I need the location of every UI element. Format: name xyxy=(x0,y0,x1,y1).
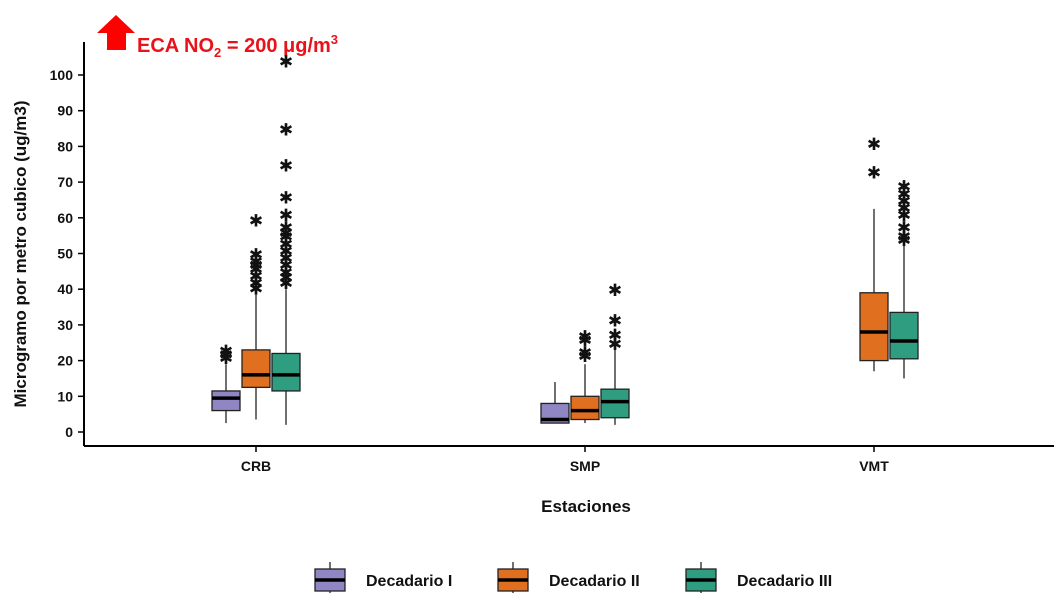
outlier-point: ✱ xyxy=(279,206,293,226)
outlier-point: ✱ xyxy=(897,206,911,226)
legend-item-2: Decadario II xyxy=(497,562,640,593)
legend-item-1: Decadario I xyxy=(314,562,452,593)
outlier-point: ✱ xyxy=(279,53,293,73)
y-tick-label: 10 xyxy=(57,388,73,404)
plot-area: ✱✱✱✱✱✱✱✱✱✱✱✱✱✱✱✱✱✱✱✱✱✱✱✱✱✱✱✱✱✱✱✱✱✱✱✱✱✱✱✱… xyxy=(211,53,919,425)
annotation-subscript: 2 xyxy=(214,45,221,60)
box-iqr xyxy=(211,390,241,412)
outlier-point: ✱ xyxy=(249,253,263,273)
y-tick-label: 20 xyxy=(57,353,73,369)
legend-label: Decadario I xyxy=(366,573,452,590)
svg-text:ECA NO2 = 200 μg/m3: ECA NO2 = 200 μg/m3 xyxy=(137,32,338,60)
y-tick-label: 40 xyxy=(57,281,73,297)
box-decadario-iii-crb: ✱✱✱✱✱✱✱✱✱✱✱✱✱✱✱ xyxy=(271,53,301,425)
arrow-up-icon xyxy=(97,15,135,50)
outlier-point: ✱ xyxy=(249,260,263,280)
outlier-point: ✱ xyxy=(279,242,293,262)
outlier-point: ✱ xyxy=(608,335,622,355)
legend-label: Decadario II xyxy=(549,573,640,590)
outlier-point: ✱ xyxy=(279,219,293,239)
eca-annotation: ECA NO2 = 200 μg/m3 xyxy=(97,15,338,60)
box-iqr xyxy=(859,292,889,362)
box-iqr xyxy=(889,311,919,360)
annotation-prefix: ECA NO xyxy=(137,35,214,57)
y-tick-label: 50 xyxy=(57,246,73,262)
outlier-point: ✱ xyxy=(867,163,881,183)
outlier-point: ✱ xyxy=(608,312,622,332)
outlier-point: ✱ xyxy=(578,344,592,364)
outlier-point: ✱ xyxy=(608,326,622,346)
outlier-point: ✱ xyxy=(249,212,263,232)
outlier-point: ✱ xyxy=(279,274,293,294)
box-decadario-ii-smp: ✱✱✱✱ xyxy=(570,328,600,424)
y-tick-label: 30 xyxy=(57,317,73,333)
y-tick-label: 0 xyxy=(65,424,73,440)
box-decadario-iii-smp: ✱✱✱✱ xyxy=(600,281,630,425)
outlier-point: ✱ xyxy=(279,188,293,208)
outlier-point: ✱ xyxy=(249,246,263,266)
outlier-point: ✱ xyxy=(578,331,592,351)
annotation-superscript: 3 xyxy=(331,32,338,47)
box-iqr xyxy=(600,388,630,419)
outlier-point: ✱ xyxy=(279,224,293,244)
outlier-point: ✱ xyxy=(279,269,293,289)
box-iqr xyxy=(271,352,301,392)
x-tick-label: SMP xyxy=(570,458,600,474)
outlier-point: ✱ xyxy=(897,178,911,198)
x-tick-label: VMT xyxy=(859,458,889,474)
outlier-point: ✱ xyxy=(279,228,293,248)
y-axis-title: Microgramo por metro cubico (ug/m3) xyxy=(11,101,30,408)
legend-item-3: Decadario III xyxy=(685,562,832,593)
y-tick-label: 70 xyxy=(57,174,73,190)
outlier-point: ✱ xyxy=(608,281,622,301)
outlier-point: ✱ xyxy=(219,345,233,365)
box-decadario-ii-vmt: ✱✱ xyxy=(859,135,889,372)
outlier-point: ✱ xyxy=(897,228,911,248)
box-decadario-ii-crb: ✱✱✱✱✱✱✱✱ xyxy=(241,212,271,420)
outlier-point: ✱ xyxy=(897,199,911,219)
box-decadario-i-crb: ✱✱✱ xyxy=(211,342,241,424)
outlier-point: ✱ xyxy=(897,192,911,212)
outlier-point: ✱ xyxy=(219,342,233,362)
outlier-point: ✱ xyxy=(279,249,293,269)
outlier-point: ✱ xyxy=(897,185,911,205)
outlier-point: ✱ xyxy=(279,263,293,283)
x-axis: CRB SMP VMT xyxy=(84,445,1054,474)
outlier-point: ✱ xyxy=(279,256,293,276)
legend-label: Decadario III xyxy=(737,573,832,590)
y-axis: 0 10 20 30 40 50 60 70 80 90 100 xyxy=(50,42,85,446)
outlier-point: ✱ xyxy=(279,121,293,141)
x-axis-title: Estaciones xyxy=(541,497,631,516)
y-tick-label: 60 xyxy=(57,210,73,226)
box-iqr xyxy=(570,395,600,421)
box-iqr xyxy=(241,349,271,389)
outlier-point: ✱ xyxy=(249,256,263,276)
box-decadario-iii-vmt: ✱✱✱✱✱✱✱✱ xyxy=(889,178,919,379)
outlier-point: ✱ xyxy=(279,156,293,176)
annotation-middle: = 200 μg/m xyxy=(221,35,331,57)
y-tick-label: 90 xyxy=(57,103,73,119)
legend: Decadario I Decadario II Decadario III xyxy=(314,562,832,593)
outlier-point: ✱ xyxy=(578,347,592,367)
outlier-point: ✱ xyxy=(897,219,911,239)
outlier-point: ✱ xyxy=(578,328,592,348)
outlier-point: ✱ xyxy=(249,267,263,287)
outlier-point: ✱ xyxy=(249,279,263,299)
outlier-point: ✱ xyxy=(279,235,293,255)
box-decadario-i-smp xyxy=(540,382,570,424)
y-tick-label: 100 xyxy=(50,67,74,83)
outlier-point: ✱ xyxy=(897,231,911,251)
y-tick-label: 80 xyxy=(57,138,73,154)
outlier-point: ✱ xyxy=(249,274,263,294)
x-tick-label: CRB xyxy=(241,458,271,474)
outlier-point: ✱ xyxy=(219,349,233,369)
outlier-point: ✱ xyxy=(867,135,881,155)
